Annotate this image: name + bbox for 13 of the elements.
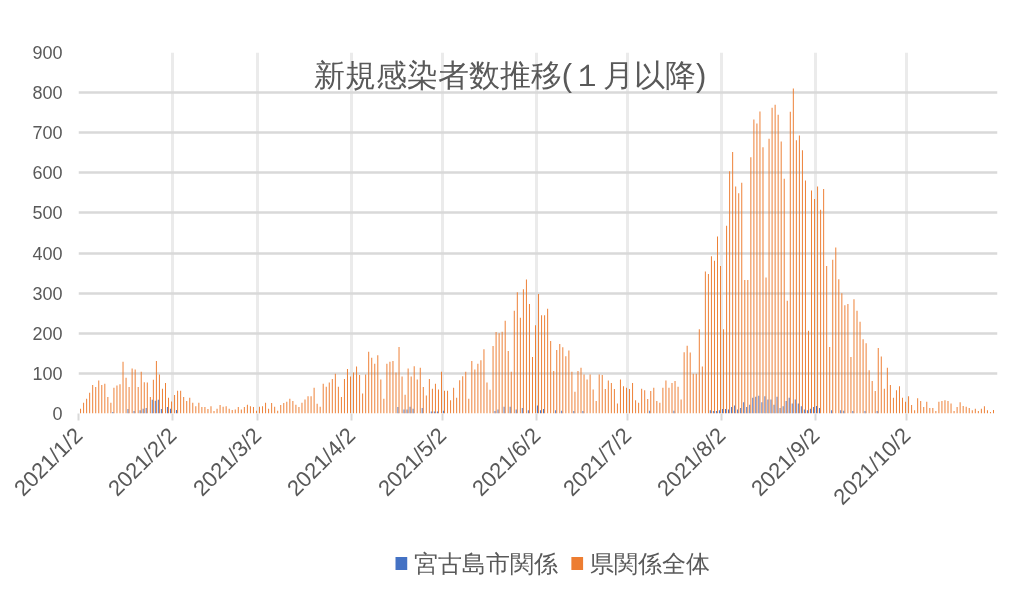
- y-tick-label: 700: [32, 123, 63, 144]
- y-tick-label: 100: [32, 363, 63, 384]
- legend-label: 宮古島市関係: [414, 550, 559, 577]
- y-tick-label: 400: [32, 243, 63, 264]
- y-tick-label: 600: [32, 163, 63, 184]
- y-tick-label: 800: [32, 83, 63, 104]
- legend-label: 県関係全体: [590, 550, 711, 577]
- y-tick-label: 200: [32, 323, 63, 344]
- chart-title: 新規感染者数推移(１月以降): [313, 58, 707, 93]
- y-tick-label: 900: [32, 43, 63, 63]
- y-tick-label: 0: [52, 404, 63, 424]
- y-tick-label: 500: [32, 203, 63, 224]
- y-tick-label: 300: [32, 283, 63, 304]
